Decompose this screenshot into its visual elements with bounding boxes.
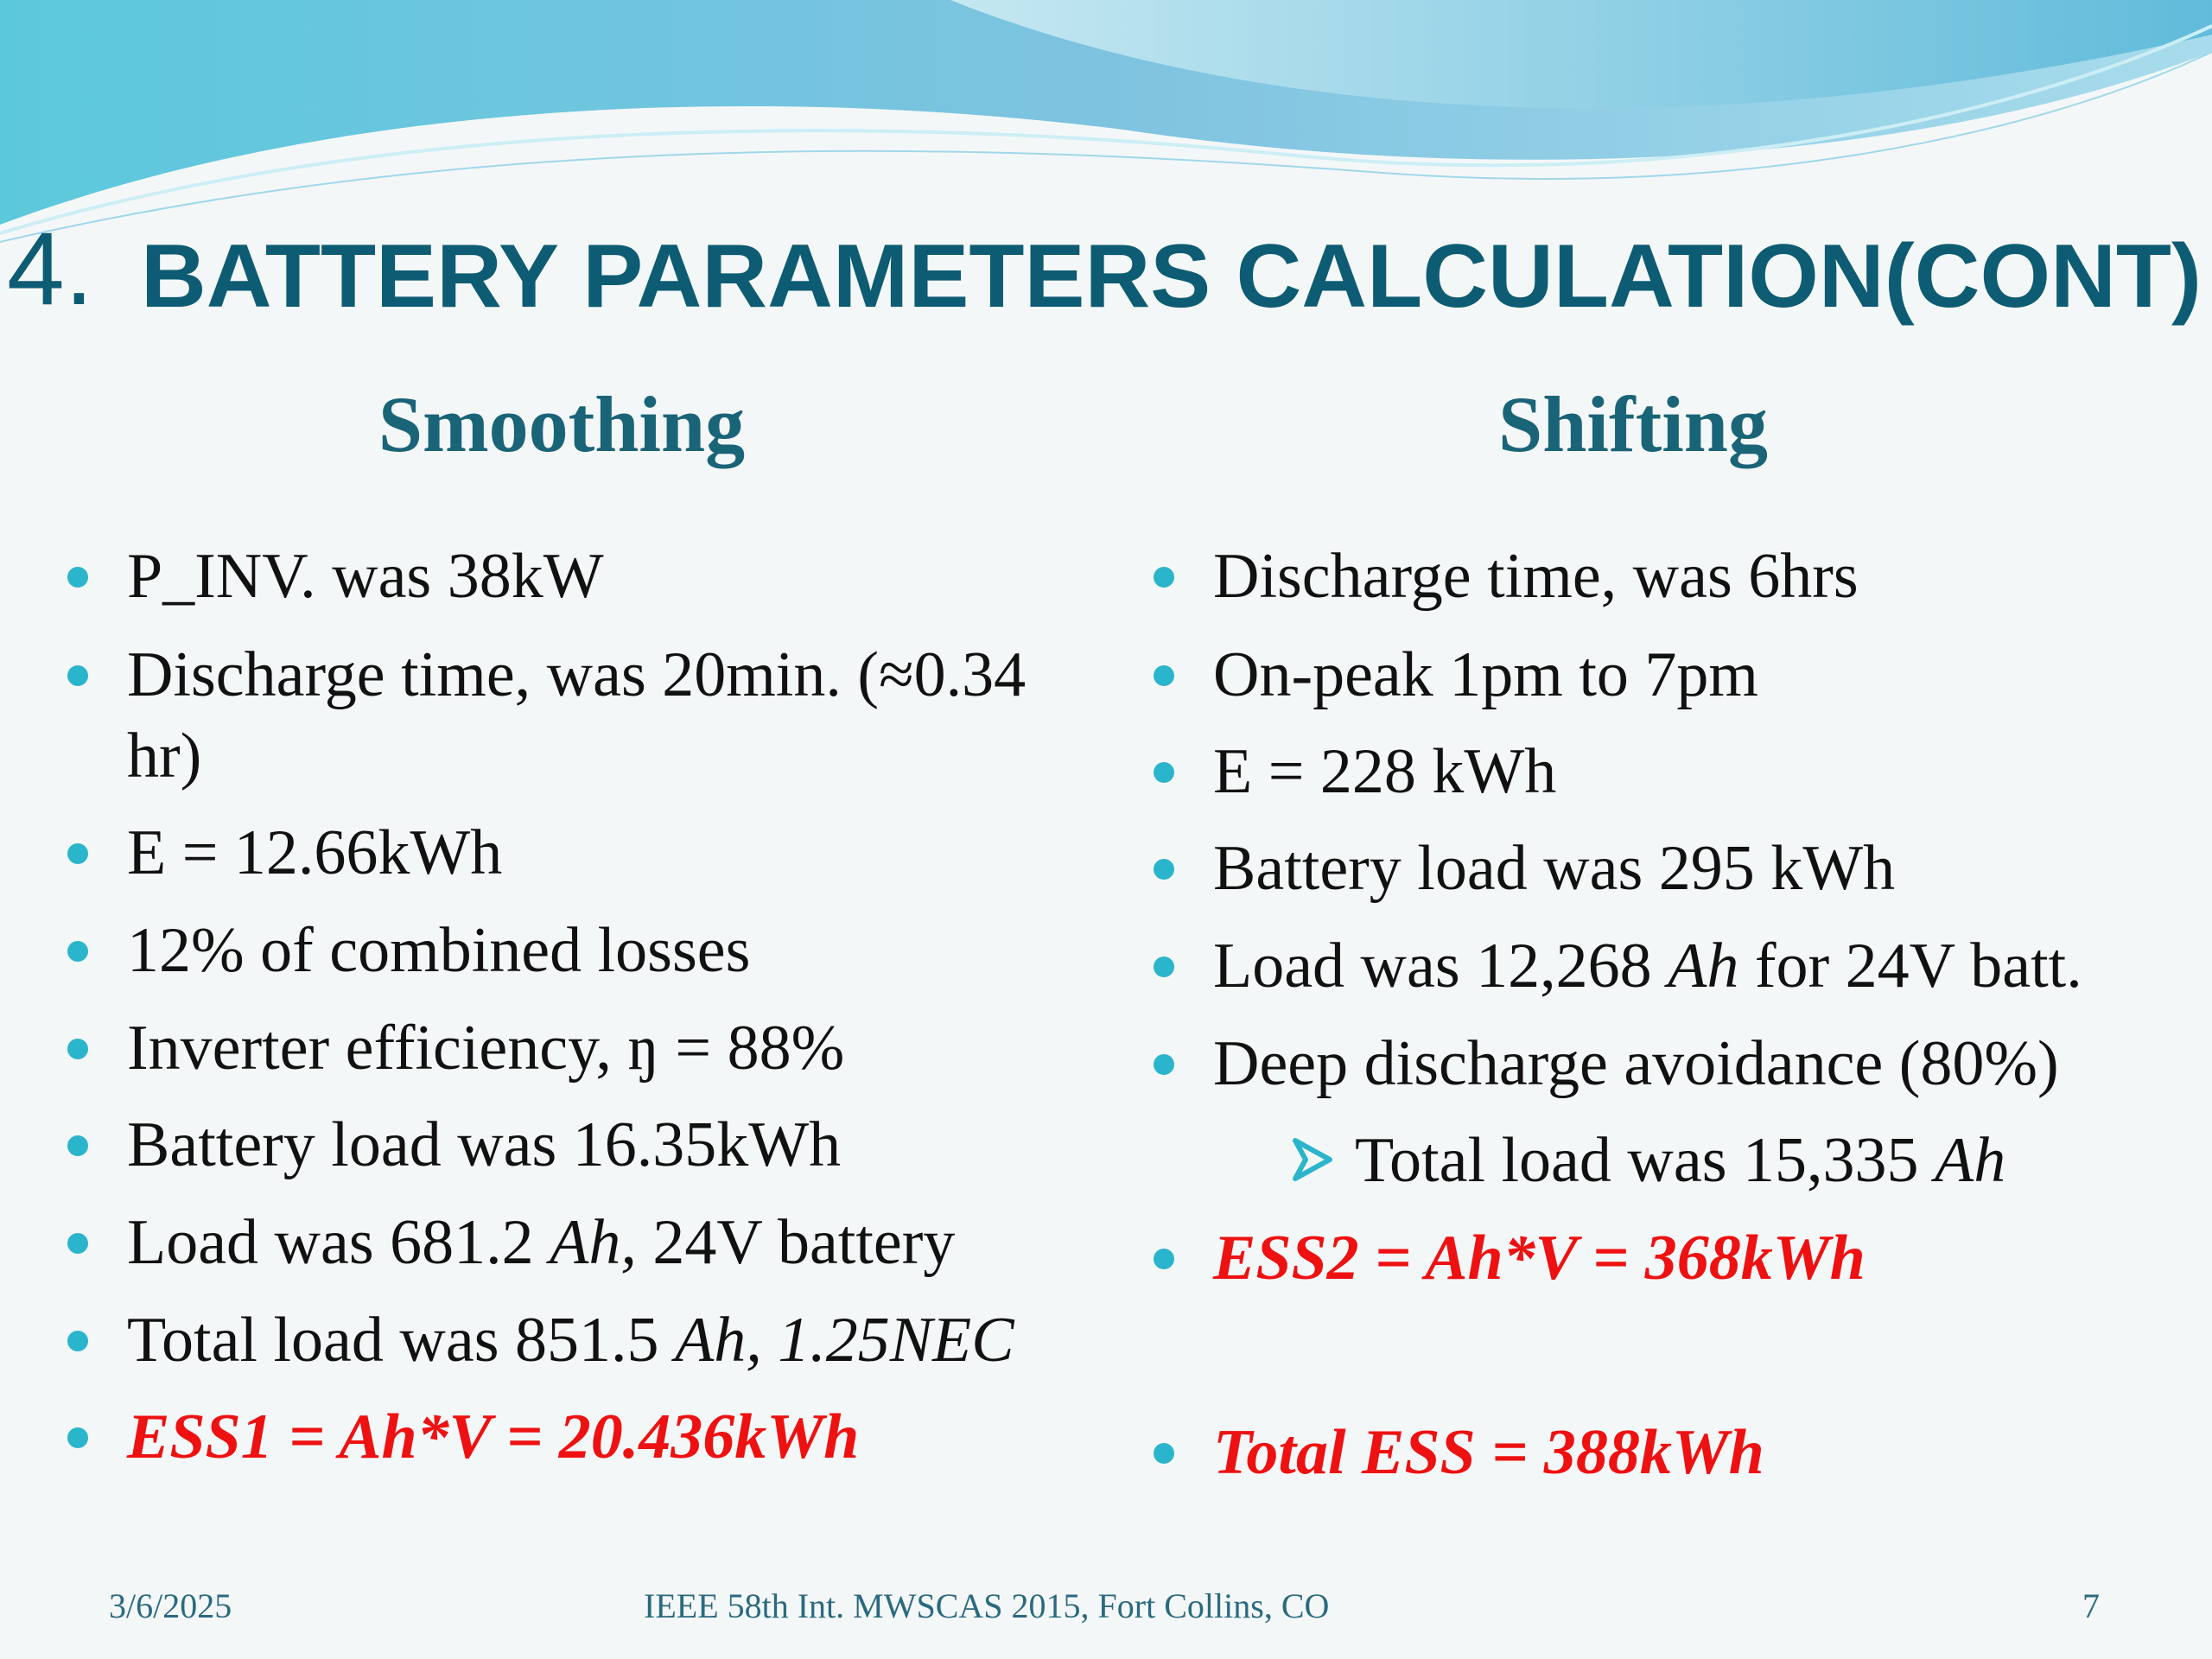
bullet — [67, 1427, 88, 1448]
list-item: Total load was 851.5 Ah, 1.25NEC — [127, 1300, 1014, 1381]
bullet — [67, 941, 88, 962]
text: Ah, — [550, 1207, 637, 1278]
footer-text: IEEE 58th Int. MWSCAS 2015, Fort Collins… — [644, 1586, 1330, 1625]
list-item: Discharge time, was 20min. (≈0.34 hr) — [127, 639, 1027, 791]
text: Ah — [1668, 931, 1739, 1001]
bullet — [1154, 762, 1174, 783]
bullet — [67, 1233, 88, 1254]
list-item: Load was 12,268 Ah for 24V batt. — [1213, 925, 2082, 1007]
list-item: 12% of combined losses — [127, 915, 751, 986]
text: Ah, 1.25NEC — [675, 1305, 1014, 1376]
bullet — [67, 665, 88, 686]
list-item: Battery load was 16.35kWh — [127, 1109, 842, 1180]
bullet — [67, 843, 88, 864]
footer-date: 3/6/2025 — [109, 1586, 232, 1625]
bullet — [1154, 1054, 1174, 1075]
bullet — [67, 1039, 88, 1059]
sub-item: Total load was 15,335 Ah — [1355, 1120, 2005, 1201]
list-item: Inverter efficiency, ŋ = 88% — [127, 1013, 845, 1084]
text: Load was 681.2 — [127, 1207, 550, 1278]
title: BATTERY PARAMETERS CALCULATION(CONT) — [141, 226, 2202, 327]
column-heading: Smoothing — [378, 380, 746, 468]
bullet — [1154, 1443, 1174, 1464]
column-heading: Shifting — [1498, 380, 1768, 468]
text: Total load was 15,335 — [1355, 1125, 1935, 1196]
result-item: ESS2 = Ah*V = 368kWh — [1213, 1223, 1866, 1294]
header-art: 4. BATTERY PARAMETERS CALCULATION(CONT) — [0, 0, 2212, 327]
list-item: Discharge time, was 6hrs — [1213, 541, 1859, 612]
list-item: P_INV. was 38kW — [127, 541, 604, 612]
text: for 24V batt. — [1738, 931, 2082, 1001]
text: Ah — [1935, 1125, 2006, 1196]
bullet — [67, 1135, 88, 1156]
bullet — [1154, 665, 1174, 686]
bullet — [67, 1331, 88, 1351]
bullet — [67, 567, 88, 588]
bullet — [1154, 859, 1174, 880]
list-item: Load was 681.2 Ah, 24V battery — [127, 1202, 955, 1283]
title-number: 4. — [7, 211, 93, 327]
result-item: Total ESS = 388kWh — [1213, 1417, 1764, 1488]
bullet — [1154, 567, 1174, 588]
text: Total load was 851.5 — [127, 1305, 675, 1376]
bullet — [1154, 957, 1174, 977]
list-item: Battery load was 295 kWh — [1213, 833, 1896, 904]
list-item: E = 228 kWh — [1213, 736, 1557, 807]
result-item: ESS1 = Ah*V = 20.436kWh — [127, 1402, 860, 1472]
list-item: On-peak 1pm to 7pm — [1213, 639, 1758, 710]
list-item: Deep discharge avoidance (80%) — [1213, 1028, 2059, 1099]
arrow-bullet — [1293, 1138, 1332, 1181]
text: Load was 12,268 — [1213, 931, 1669, 1001]
bullet — [1154, 1249, 1174, 1269]
list-item: E = 12.66kWh — [127, 817, 503, 888]
page-number: 7 — [2082, 1586, 2100, 1625]
text: 24V battery — [636, 1207, 956, 1278]
